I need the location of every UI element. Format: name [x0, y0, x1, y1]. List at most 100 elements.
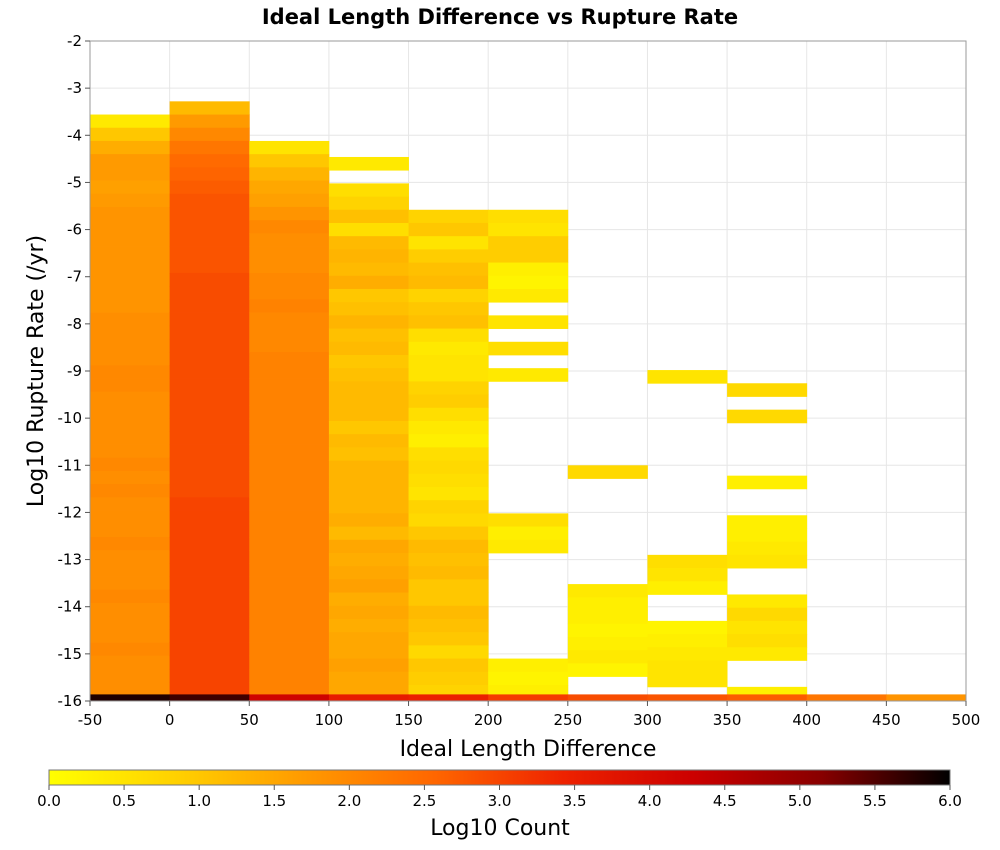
heatmap-cell [90, 484, 171, 498]
heatmap-cell [169, 536, 250, 551]
heatmap-cell [90, 114, 171, 129]
heatmap-cell [169, 180, 250, 195]
heatmap-cell [169, 563, 250, 577]
heatmap-cell [90, 470, 171, 485]
heatmap-cells [90, 101, 967, 702]
heatmap-cell [249, 668, 330, 683]
heatmap-cell [90, 510, 171, 525]
heatmap-cell [249, 286, 330, 300]
heatmap-cell [169, 259, 250, 274]
heatmap-cell [169, 616, 250, 630]
x-tick-label: 250 [553, 711, 582, 729]
colorbar-label: Log10 Count [430, 816, 570, 841]
heatmap-cell [328, 302, 409, 316]
y-tick-label: -13 [58, 551, 83, 569]
heatmap-cell [169, 233, 250, 247]
heatmap-cell [249, 206, 330, 221]
colorbar-tick-label: 4.5 [713, 792, 737, 810]
heatmap-cell [727, 541, 808, 556]
heatmap-cell [90, 418, 171, 432]
heatmap-cell [408, 236, 489, 250]
heatmap-cell [727, 694, 808, 702]
x-tick-label: 150 [394, 711, 423, 729]
heatmap-cell [727, 515, 808, 529]
colorbar-tick-label: 5.5 [863, 792, 887, 810]
heatmap-cell [488, 236, 569, 250]
heatmap-cell [90, 629, 171, 643]
heatmap-cell [90, 682, 171, 696]
heatmap-cell [328, 368, 409, 382]
heatmap-cell [169, 642, 250, 657]
heatmap-cell [408, 407, 489, 422]
heatmap-cell [488, 368, 569, 382]
heatmap-cell [169, 418, 250, 432]
heatmap-cell [90, 206, 171, 221]
colorbar-tick-label: 3.5 [563, 792, 587, 810]
heatmap-cell [249, 233, 330, 247]
heatmap-cell [328, 209, 409, 224]
heatmap-cell [488, 209, 569, 224]
heatmap-cell [408, 605, 489, 620]
heatmap-cell [806, 694, 887, 702]
heatmap-cell [647, 581, 728, 595]
y-tick-label: -15 [58, 645, 83, 663]
heatmap-cell [647, 673, 728, 688]
heatmap-cell [249, 563, 330, 577]
heatmap-cell [328, 605, 409, 620]
y-tick-label: -8 [67, 315, 82, 333]
heatmap-cell [169, 154, 250, 168]
y-tick-label: -6 [67, 221, 82, 239]
y-tick-label: -3 [67, 79, 82, 97]
heatmap-cell [328, 566, 409, 580]
heatmap-cell [647, 634, 728, 648]
y-tick-label: -5 [67, 173, 82, 191]
heatmap-cell [408, 249, 489, 263]
heatmap-cell [488, 671, 569, 686]
heatmap-cell [249, 550, 330, 564]
heatmap-cell [90, 457, 171, 472]
y-tick-label: -4 [67, 126, 82, 144]
heatmap-cell [169, 127, 250, 142]
heatmap-cell [249, 694, 330, 702]
heatmap-cell [169, 167, 250, 181]
heatmap-cell [408, 539, 489, 554]
heatmap-cell [328, 513, 409, 527]
heatmap-cell [249, 325, 330, 340]
heatmap-cell [408, 486, 489, 501]
heatmap-cell [408, 473, 489, 488]
heatmap-cell [328, 354, 409, 369]
heatmap-cell [408, 420, 489, 435]
heatmap-cell [169, 629, 250, 643]
heatmap-cell [408, 381, 489, 395]
heatmap-cell [169, 602, 250, 617]
heatmap-cell [249, 140, 330, 155]
heatmap-cell [408, 447, 489, 461]
heatmap-cell [90, 352, 171, 366]
heatmap-cell [249, 655, 330, 670]
heatmap-cell [328, 460, 409, 475]
heatmap-cell [249, 682, 330, 696]
colorbar-tick-label: 5.0 [788, 792, 812, 810]
heatmap-cell [727, 383, 808, 397]
y-axis-label: Log10 Rupture Rate (/yr) [24, 235, 49, 507]
heatmap-cell [408, 632, 489, 646]
heatmap-cell [169, 550, 250, 564]
heatmap-cell [328, 315, 409, 329]
colorbar-tick-label: 0.0 [37, 792, 61, 810]
heatmap-cell [90, 576, 171, 591]
heatmap-cell [727, 607, 808, 622]
heatmap-cell [249, 259, 330, 274]
x-tick-label: 100 [315, 711, 344, 729]
heatmap-cell [567, 465, 648, 479]
x-axis-ticks: -50 0 50 100 150 200 250 300 350 400 450 500 [78, 701, 980, 729]
heatmap-cell [249, 470, 330, 485]
heatmap-cell [488, 249, 569, 263]
heatmap-cell [169, 431, 250, 445]
heatmap-cell [249, 338, 330, 353]
heatmap-cell [328, 694, 409, 702]
heatmap-cell [90, 365, 171, 379]
heatmap-cell [90, 655, 171, 670]
heatmap-cell [408, 222, 489, 237]
heatmap-cell [169, 576, 250, 591]
